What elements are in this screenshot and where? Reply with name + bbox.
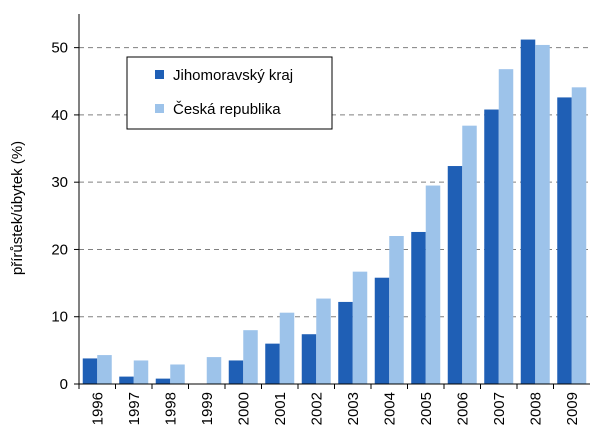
x-tick-label: 2006 xyxy=(454,392,471,425)
x-tick-label: 2008 xyxy=(527,392,544,425)
y-tick-label: 50 xyxy=(51,40,68,57)
bar--esk-republika-2009 xyxy=(571,87,587,384)
x-tick-label: 2004 xyxy=(381,392,398,425)
bar-jihomoravsk-kraj-1997 xyxy=(119,376,134,384)
bar--esk-republika-1996 xyxy=(97,355,112,384)
x-tick-label: 1998 xyxy=(162,392,179,425)
bar-jihomoravsk-kraj-2002 xyxy=(301,334,317,384)
bar-jihomoravsk-kraj-2007 xyxy=(484,109,499,384)
bar--esk-republika-2002 xyxy=(316,298,331,384)
bar--esk-republika-2001 xyxy=(279,312,295,384)
bar-jihomoravsk-kraj-2000 xyxy=(228,360,244,384)
y-tick-label: 10 xyxy=(51,309,68,326)
bar-jihomoravsk-kraj-2001 xyxy=(265,343,280,384)
legend-label-ceska-republika: Česká republika xyxy=(173,101,281,118)
legend-box xyxy=(126,56,333,130)
bar-jihomoravsk-kraj-1998 xyxy=(155,378,171,384)
y-tick-labels: 0 10 20 30 40 50 xyxy=(51,40,79,393)
x-tick-label: 2005 xyxy=(418,392,435,425)
y-tick-label: 30 xyxy=(51,174,68,191)
x-tick-labels: 1996 1997 1998 1999 2000 2001 2002 2003 2004 2005… xyxy=(89,392,581,425)
bar-jihomoravsk-kraj-2008 xyxy=(520,39,536,385)
bar--esk-republika-2007 xyxy=(498,69,514,384)
legend-swatch-ceska-republika xyxy=(155,104,164,113)
x-tick-label: 1996 xyxy=(89,392,106,425)
bar-jihomoravsk-kraj-2006 xyxy=(447,166,463,384)
bar--esk-republika-2006 xyxy=(462,125,477,384)
axes xyxy=(78,14,590,385)
bar--esk-republika-2004 xyxy=(389,236,404,384)
x-tick-label: 2003 xyxy=(345,392,362,425)
bar--esk-republika-2008 xyxy=(535,44,550,384)
bar-jihomoravsk-kraj-2005 xyxy=(411,231,426,384)
bar--esk-republika-1999 xyxy=(206,357,222,384)
bar--esk-republika-1998 xyxy=(170,364,185,384)
y-tick-label: 0 xyxy=(60,376,68,393)
y-tick-label: 20 xyxy=(51,241,68,258)
x-tick-label: 2009 xyxy=(564,392,581,425)
x-tick-label: 2007 xyxy=(491,392,508,425)
x-tick-label: 1997 xyxy=(126,392,143,425)
bars xyxy=(78,39,587,389)
bar-jihomoravsk-kraj-2004 xyxy=(374,277,390,384)
bar--esk-republika-2003 xyxy=(352,271,368,384)
x-tick-label: 2000 xyxy=(235,392,252,425)
y-tick-label: 40 xyxy=(51,107,68,124)
legend-swatch-jihomoravsky-kraj xyxy=(155,70,164,79)
bar-jihomoravsk-kraj-2003 xyxy=(338,301,353,384)
bar--esk-republika-2000 xyxy=(243,330,258,384)
x-tick-label: 1999 xyxy=(199,392,216,425)
x-tick-label: 2001 xyxy=(272,392,289,425)
bar--esk-republika-1997 xyxy=(133,360,149,384)
x-tick-label: 2002 xyxy=(308,392,325,425)
bar-jihomoravsk-kraj-2009 xyxy=(557,97,572,384)
bar-jihomoravsk-kraj-1996 xyxy=(82,358,98,384)
bar--esk-republika-2005 xyxy=(425,185,441,384)
legend-label-jihomoravsky-kraj: Jihomoravský kraj xyxy=(173,67,293,84)
y-axis-title: přírůstek/úbytek (%) xyxy=(9,141,26,275)
legend: Jihomoravský kraj Česká republika xyxy=(126,56,333,130)
